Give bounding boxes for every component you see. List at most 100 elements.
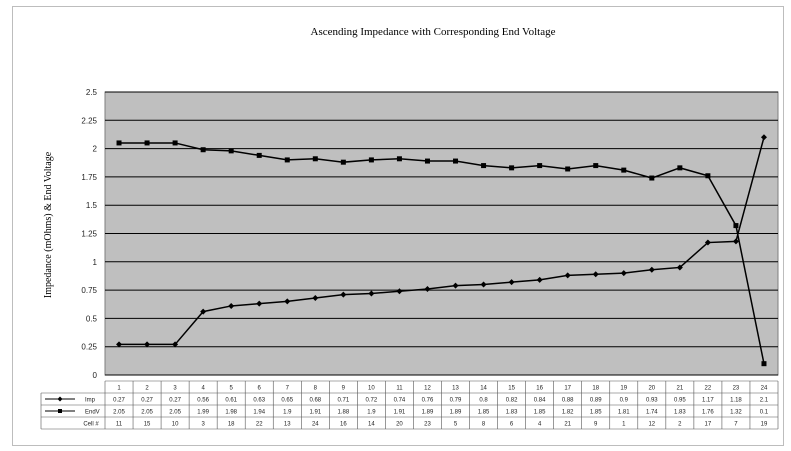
x-tick-label: 6 [258,386,262,392]
table-cell: 1.81 [618,410,630,416]
table-cell: 17 [705,422,712,428]
table-cell: 0.89 [590,398,602,404]
x-tick-label: 13 [452,386,459,392]
x-tick-label: 8 [314,386,318,392]
table-cell: 1.91 [309,410,321,416]
table-cell: 18 [228,422,235,428]
data-point-endv [621,167,627,173]
line-chart: Ascending Impedance with Corresponding E… [40,26,779,430]
table-cell: 1.99 [197,410,209,416]
data-point-endv [509,165,515,171]
table-cell: 0.68 [309,398,321,404]
data-point-imp [676,264,683,271]
table-cell: 20 [396,422,403,428]
table-cell: 0.88 [562,398,574,404]
table-cell: 14 [368,422,375,428]
table-cell: 24 [312,422,319,428]
data-point-endv [116,140,122,146]
data-point-imp [144,341,151,348]
table-cell: 23 [424,422,431,428]
data-point-imp [312,295,319,302]
x-tick-label: 17 [564,386,571,392]
table-cell: 2.1 [760,398,769,404]
x-tick-label: 4 [201,386,205,392]
table-cell: 0.84 [534,398,546,404]
y-tick-label: 1 [93,258,98,267]
x-tick-label: 15 [508,386,515,392]
y-tick-label: 1.25 [81,230,97,239]
data-point-endv [565,166,571,172]
table-cell: 15 [144,422,151,428]
table-cell: 1.82 [562,410,574,416]
table-cell: 0.27 [113,398,125,404]
table-cell: 9 [594,422,598,428]
x-tick-label: 14 [480,386,487,392]
data-point-imp [732,238,739,245]
data-point-imp [368,290,375,297]
table-cell: 1.9 [367,410,376,416]
data-point-endv [761,361,767,367]
data-point-endv [481,163,487,169]
legend-marker [58,409,62,413]
table-cell: 16 [340,422,347,428]
data-point-endv [312,156,318,162]
data-point-endv [677,165,683,171]
data-point-endv [537,163,543,169]
table-cell: 0.8 [479,398,488,404]
x-tick-label: 21 [677,386,684,392]
table-cell: 1.85 [478,410,490,416]
table-cell: 0.61 [225,398,237,404]
table-cell: 0.56 [197,398,209,404]
data-point-endv [368,157,374,163]
table-cell: 0.71 [338,398,350,404]
table-cell: 4 [538,422,542,428]
x-tick-label: 5 [230,386,234,392]
y-tick-label: 2.25 [81,116,97,125]
data-point-imp [256,300,263,307]
x-tick-label: 24 [761,386,768,392]
x-tick-label: 22 [705,386,712,392]
data-point-imp [536,276,543,283]
table-cell: 0.65 [281,398,293,404]
data-point-endv [705,173,711,179]
y-tick-label: 1.5 [86,201,98,210]
table-cell: 1.94 [253,410,265,416]
table-cell: 1.91 [394,410,406,416]
table-cell: 1.89 [450,410,462,416]
data-point-endv [172,140,178,146]
data-point-imp [172,341,179,348]
table-cell: 1.83 [506,410,518,416]
chart-frame: Ascending Impedance with Corresponding E… [12,6,784,446]
table-row-label: Cell # [83,422,99,428]
table-cell: 2 [678,422,682,428]
table-cell: 0.27 [169,398,181,404]
table-cell: 1.74 [646,410,658,416]
chart-title: Ascending Impedance with Corresponding E… [311,26,556,38]
data-point-imp [480,281,487,288]
data-point-imp [592,271,599,278]
data-point-endv [396,156,402,162]
data-point-endv [256,152,262,158]
table-cell: 0.82 [506,398,518,404]
data-point-imp [200,308,207,315]
table-cell: 0.93 [646,398,658,404]
x-tick-label: 18 [592,386,599,392]
table-cell: 0.74 [394,398,406,404]
table-cell: 12 [648,422,655,428]
data-point-imp [704,239,711,246]
data-point-endv [424,158,430,164]
x-tick-label: 16 [536,386,543,392]
data-point-imp [284,298,291,305]
table-cell: 0.63 [253,398,265,404]
table-cell: 1.85 [534,410,546,416]
table-cell: 3 [201,422,205,428]
x-tick-label: 11 [396,386,403,392]
series-line-imp [119,137,765,346]
y-tick-label: 0 [93,371,98,380]
data-point-endv [144,140,150,146]
table-cell: 21 [564,422,571,428]
table-cell: 0.1 [760,410,769,416]
table-cell: 8 [482,422,486,428]
plot-area: 0 0.25 0.5 0.75 1 1.25 1.5 1.75 2 2.25 2.5 [81,88,779,380]
table-cell: 1 [622,422,626,428]
